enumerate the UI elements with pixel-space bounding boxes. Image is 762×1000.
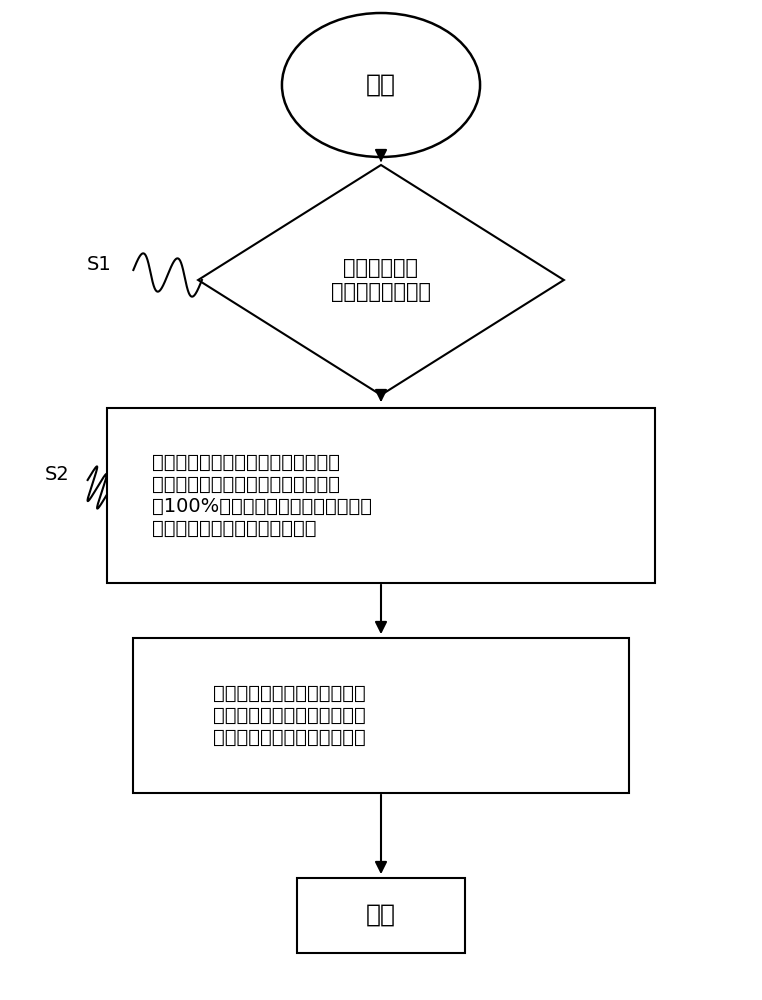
Text: 开始: 开始 — [366, 73, 396, 97]
Text: 实时获取机组负荷，当负荷大于等于
设定峰值负荷时，调节中压调门开度
至100%，否则，调节中压调门开度至
机组负荷对应的中压调门开度值: 实时获取机组负荷，当负荷大于等于 设定峰值负荷时，调节中压调门开度 至100%，… — [152, 452, 373, 538]
Text: S1: S1 — [87, 255, 111, 274]
Text: 判断是否满足
控制回路投入条件: 判断是否满足 控制回路投入条件 — [331, 258, 431, 302]
Text: 结束: 结束 — [366, 903, 396, 927]
Text: S2: S2 — [45, 466, 69, 485]
Text: 实时获取供热机组数据，判断
是否满足回路退出条件，满足
时停止中门调门开度值的调节: 实时获取供热机组数据，判断 是否满足回路退出条件，满足 时停止中门调门开度值的调… — [213, 684, 366, 746]
